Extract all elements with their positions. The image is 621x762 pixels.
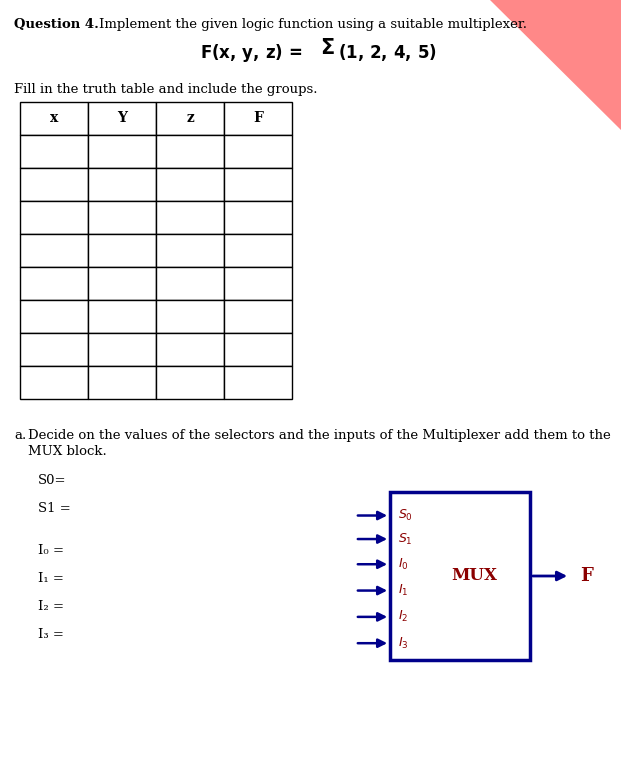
Text: F: F (253, 111, 263, 126)
Bar (88, 366, 156, 399)
Bar (88, 333, 156, 366)
Text: $S_1$: $S_1$ (398, 531, 413, 546)
Bar (390, 492, 530, 660)
Bar (156, 333, 224, 366)
Text: $\bf{\Sigma}$: $\bf{\Sigma}$ (320, 38, 335, 58)
Bar (88, 300, 156, 333)
Text: MUX: MUX (451, 568, 497, 584)
Bar (20, 168, 88, 201)
Bar (88, 201, 156, 234)
Text: I₂ =: I₂ = (38, 600, 64, 613)
Text: Y: Y (117, 111, 127, 126)
Bar (224, 168, 292, 201)
Bar (88, 267, 156, 300)
Text: MUX block.: MUX block. (28, 445, 107, 458)
Polygon shape (490, 0, 621, 130)
Bar (156, 300, 224, 333)
Text: $\bf{(1,\, 2,\, 4,\, 5)}$: $\bf{(1,\, 2,\, 4,\, 5)}$ (338, 42, 437, 63)
Text: Fill in the truth table and include the groups.: Fill in the truth table and include the … (14, 83, 317, 96)
Text: $S_0$: $S_0$ (398, 508, 413, 523)
Bar (156, 168, 224, 201)
Bar (156, 201, 224, 234)
Bar (156, 135, 224, 168)
Text: F: F (580, 567, 593, 585)
Bar (20, 267, 88, 300)
Bar (20, 300, 88, 333)
Bar (224, 135, 292, 168)
Text: $I_1$: $I_1$ (398, 583, 409, 598)
Bar (88, 135, 156, 168)
Bar (224, 102, 292, 135)
Text: I₃ =: I₃ = (38, 628, 64, 641)
Bar (224, 267, 292, 300)
Text: a.: a. (14, 429, 26, 442)
Text: Decide on the values of the selectors and the inputs of the Multiplexer add them: Decide on the values of the selectors an… (28, 429, 610, 442)
Text: $I_3$: $I_3$ (398, 636, 409, 651)
Bar (88, 168, 156, 201)
Bar (88, 234, 156, 267)
Text: z: z (186, 111, 194, 126)
Text: I₁ =: I₁ = (38, 572, 64, 585)
Text: Question 4.: Question 4. (14, 18, 99, 31)
Text: $\bf{F(x,\, y,\, z)\, =\, }$: $\bf{F(x,\, y,\, z)\, =\, }$ (200, 42, 302, 64)
Text: I₀ =: I₀ = (38, 544, 64, 557)
Text: S1 =: S1 = (38, 502, 71, 515)
Bar (156, 234, 224, 267)
Bar (20, 102, 88, 135)
Bar (88, 102, 156, 135)
Bar (156, 366, 224, 399)
Text: S0=: S0= (38, 474, 66, 487)
Text: x: x (50, 111, 58, 126)
Bar (224, 234, 292, 267)
Bar (20, 366, 88, 399)
Bar (224, 333, 292, 366)
Bar (20, 135, 88, 168)
Bar (20, 234, 88, 267)
Text: Implement the given logic function using a suitable multiplexer.: Implement the given logic function using… (82, 18, 527, 31)
Bar (20, 333, 88, 366)
Bar (156, 267, 224, 300)
Bar (224, 300, 292, 333)
Text: $I_2$: $I_2$ (398, 610, 408, 624)
Bar (224, 366, 292, 399)
Text: $I_0$: $I_0$ (398, 557, 409, 572)
Bar (156, 102, 224, 135)
Bar (224, 201, 292, 234)
Bar (20, 201, 88, 234)
